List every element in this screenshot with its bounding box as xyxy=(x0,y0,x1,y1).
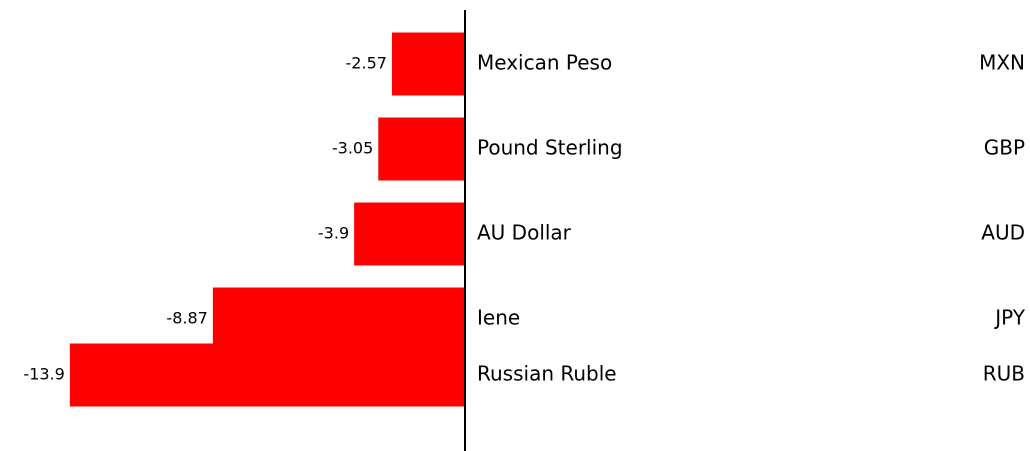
category-label: Mexican Peso xyxy=(477,51,612,75)
category-label: Pound Sterling xyxy=(477,136,623,160)
code-label: RUB xyxy=(983,362,1025,386)
category-label: AU Dollar xyxy=(477,221,572,245)
value-label: -13.9 xyxy=(23,365,64,384)
code-label: AUD xyxy=(981,221,1025,245)
bar xyxy=(69,343,465,407)
value-label: -2.57 xyxy=(346,54,387,73)
code-label: GBP xyxy=(984,136,1025,160)
value-label: -8.87 xyxy=(166,309,207,328)
bar xyxy=(391,32,465,96)
value-label: -3.9 xyxy=(318,224,349,243)
code-label: JPY xyxy=(993,306,1026,330)
code-label: MXN xyxy=(979,51,1025,75)
bar xyxy=(378,117,465,181)
value-label: -3.05 xyxy=(332,139,373,158)
bar xyxy=(212,287,465,351)
category-label: Russian Ruble xyxy=(477,362,617,386)
bar xyxy=(354,202,465,266)
category-label: Iene xyxy=(477,306,520,330)
